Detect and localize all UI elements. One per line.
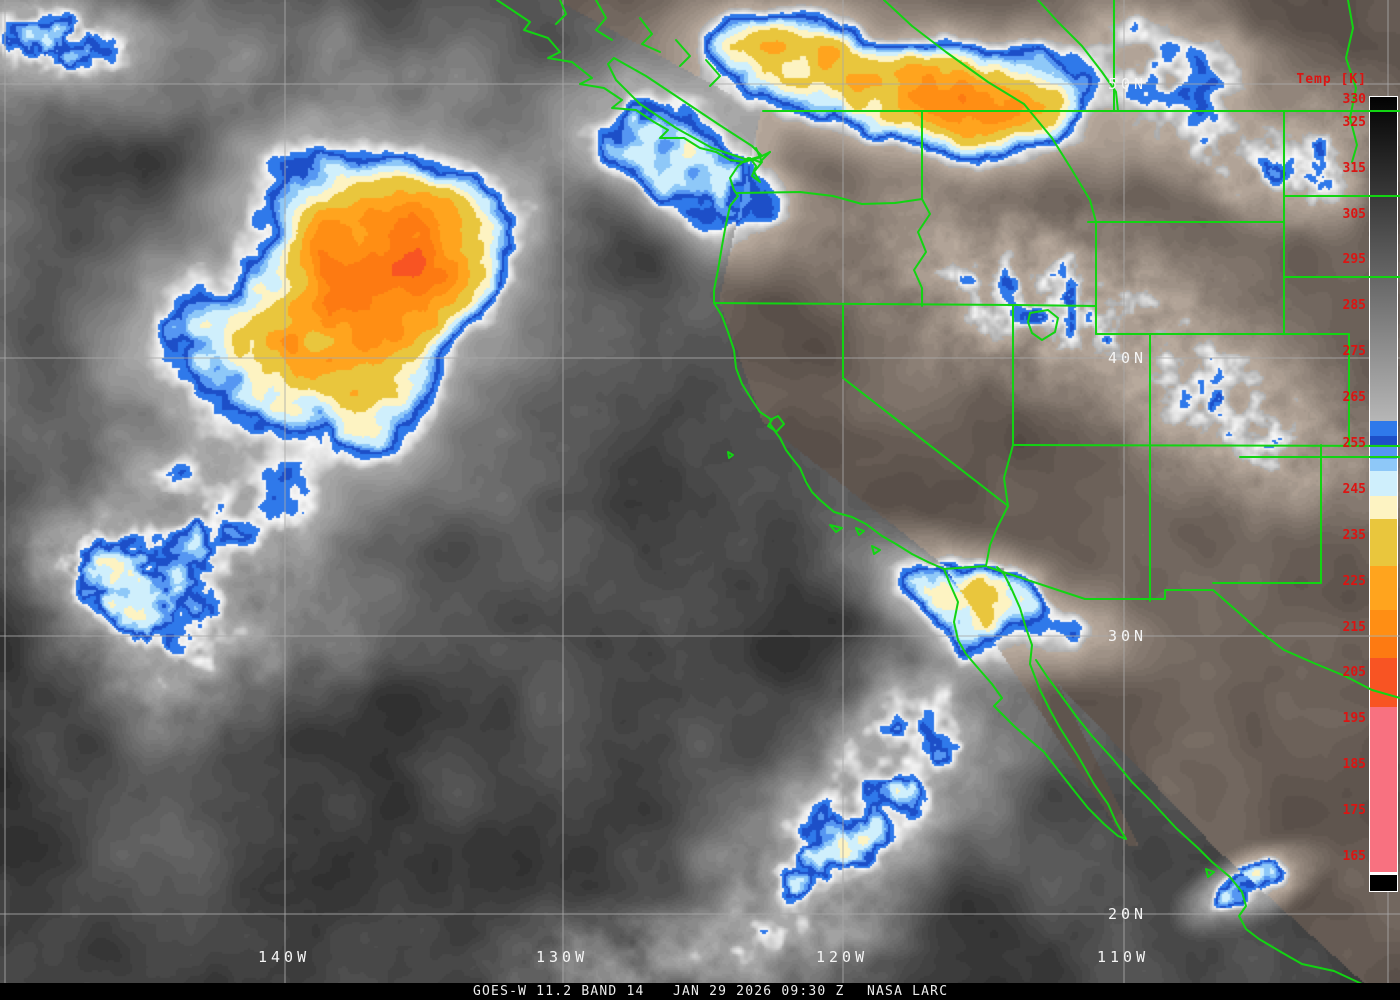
caption-product: GOES-W 11.2 BAND 14: [473, 984, 645, 999]
caption-credit: NASA LARC: [867, 984, 949, 999]
geo-border-line: [675, 39, 691, 67]
geo-border-line: [1035, 659, 1393, 997]
geo-border-line: [1012, 444, 1400, 447]
geo-border-line: [1027, 309, 1059, 341]
geo-border-line: [1345, 0, 1358, 163]
caption-bar: GOES-W 11.2 BAND 14 JAN 29 2026 09:30 Z …: [0, 983, 1400, 1000]
geo-border-line: [1003, 444, 1014, 507]
geo-border-line: [595, 0, 613, 41]
geo-border-line: [727, 451, 734, 459]
geo-border-line: [1205, 868, 1215, 878]
caption-datetime: JAN 29 2026 09:30 Z: [673, 984, 845, 999]
geo-border-line: [913, 198, 931, 307]
geo-border-line: [987, 566, 1086, 600]
geo-border-line: [943, 565, 987, 570]
geo-border-line: [1212, 589, 1400, 699]
geo-border-line: [555, 0, 567, 25]
geo-border-line: [985, 505, 1009, 567]
geo-border-line: [855, 527, 865, 536]
geo-border-line: [607, 57, 763, 161]
geo-border-line: [736, 191, 923, 205]
geo-border-line: [1037, 0, 1119, 112]
geo-border-line: [842, 305, 1009, 507]
geo-border-line: [996, 566, 1127, 840]
geo-border-line: [749, 147, 763, 183]
geo-border-line: [769, 415, 785, 433]
geo-border-line: [639, 17, 661, 53]
geo-border-line: [943, 568, 1127, 840]
geo-border-line: [713, 302, 1097, 307]
geo-border-line: [705, 59, 721, 87]
geo-border-line: [496, 0, 771, 163]
geo-border-line: [829, 524, 843, 533]
geo-border-line: [1084, 589, 1214, 600]
geo-border-line: [883, 0, 1097, 223]
geo-border-line: [871, 545, 881, 555]
geo-border-line: [713, 302, 945, 570]
temperature-colorbar: [1369, 96, 1398, 892]
geo-border-line: [713, 151, 771, 304]
